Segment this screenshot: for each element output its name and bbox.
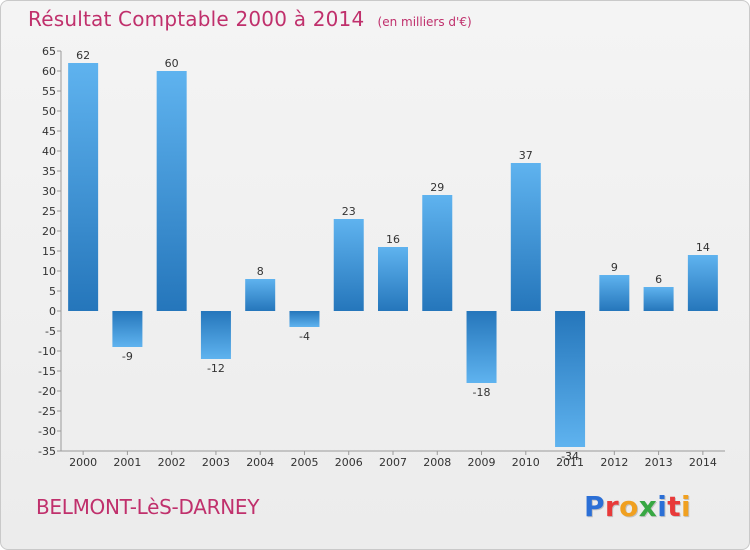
value-label-2007: 16: [386, 233, 400, 246]
logo-letter: r: [604, 490, 620, 523]
logo-letter: i: [657, 490, 668, 523]
value-label-2003: -12: [207, 362, 225, 375]
logo-letter: o: [619, 490, 639, 523]
bar-2007: [378, 247, 408, 311]
bar-2003: [200, 311, 231, 359]
bar-2004: [245, 279, 276, 311]
bar-2009: [466, 311, 497, 383]
y-tick-label: -5: [45, 325, 56, 338]
logo-letter: t: [667, 490, 682, 523]
y-tick-label: -10: [38, 345, 56, 358]
value-label-2013: 6: [655, 273, 662, 286]
bar-2000: [68, 63, 99, 311]
y-tick-label: -20: [38, 385, 56, 398]
bar-2012: [599, 275, 630, 311]
value-label-2004: 8: [257, 265, 264, 278]
y-tick-label: 10: [42, 265, 56, 278]
x-tick-label-2012: 2012: [600, 456, 628, 469]
x-tick-label-2002: 2002: [158, 456, 186, 469]
x-tick-label-2014: 2014: [689, 456, 717, 469]
bar-2001: [112, 311, 143, 347]
chart-subtitle: (en milliers d'€): [377, 15, 472, 29]
y-tick-label: 55: [42, 85, 56, 98]
x-tick-label-2007: 2007: [379, 456, 407, 469]
x-tick-label-2011: 2011: [556, 456, 584, 469]
value-label-2005: -4: [299, 330, 310, 343]
logo-letter: P: [584, 490, 605, 523]
value-label-2011: -34: [561, 450, 579, 463]
value-label-2014: 14: [696, 241, 710, 254]
bar-2006: [333, 219, 364, 311]
value-label-2012: 9: [611, 261, 618, 274]
bar-2010: [510, 163, 541, 311]
y-tick-label: 5: [49, 285, 56, 298]
bar-2008: [422, 195, 453, 311]
x-tick-label-2008: 2008: [423, 456, 451, 469]
x-tick-label-2010: 2010: [512, 456, 540, 469]
bar-2014: [687, 255, 718, 311]
proxiti-logo: Proxiti: [584, 490, 691, 523]
y-tick-label: 65: [42, 45, 56, 58]
x-tick-label-2006: 2006: [335, 456, 363, 469]
value-label-2010: 37: [519, 149, 533, 162]
bar-2002: [156, 71, 187, 311]
y-tick-label: 20: [42, 225, 56, 238]
commune-name: BELMONT-LèS-DARNEY: [36, 495, 260, 519]
x-tick-label-2005: 2005: [290, 456, 318, 469]
y-tick-label: -15: [38, 365, 56, 378]
logo-letter: i: [681, 490, 692, 523]
y-tick-label: 50: [42, 105, 56, 118]
x-tick-label-2013: 2013: [645, 456, 673, 469]
y-tick-label: -30: [38, 425, 56, 438]
value-label-2000: 62: [76, 49, 90, 62]
value-label-2001: -9: [122, 350, 133, 363]
y-tick-label: -35: [38, 445, 56, 458]
x-tick-label-2003: 2003: [202, 456, 230, 469]
y-tick-label: 25: [42, 205, 56, 218]
logo-letter: x: [638, 490, 658, 523]
y-tick-label: 45: [42, 125, 56, 138]
x-tick-label-2000: 2000: [69, 456, 97, 469]
chart-title-block: Résultat Comptable 2000 à 2014 (en milli…: [28, 7, 472, 31]
y-tick-label: 30: [42, 185, 56, 198]
value-label-2009: -18: [473, 386, 491, 399]
x-tick-label-2004: 2004: [246, 456, 274, 469]
bar-2013: [643, 287, 674, 311]
y-tick-label: 40: [42, 145, 56, 158]
y-tick-label: -25: [38, 405, 56, 418]
bar-2011: [555, 311, 586, 447]
x-tick-label-2001: 2001: [113, 456, 141, 469]
value-label-2002: 60: [165, 57, 179, 70]
value-label-2008: 29: [430, 181, 444, 194]
value-label-2006: 23: [342, 205, 356, 218]
y-tick-label: 0: [49, 305, 56, 318]
y-tick-label: 15: [42, 245, 56, 258]
y-tick-label: 35: [42, 165, 56, 178]
chart-title: Résultat Comptable 2000 à 2014: [28, 7, 365, 31]
y-tick-label: 60: [42, 65, 56, 78]
bar-2005: [289, 311, 320, 327]
x-tick-label-2009: 2009: [468, 456, 496, 469]
